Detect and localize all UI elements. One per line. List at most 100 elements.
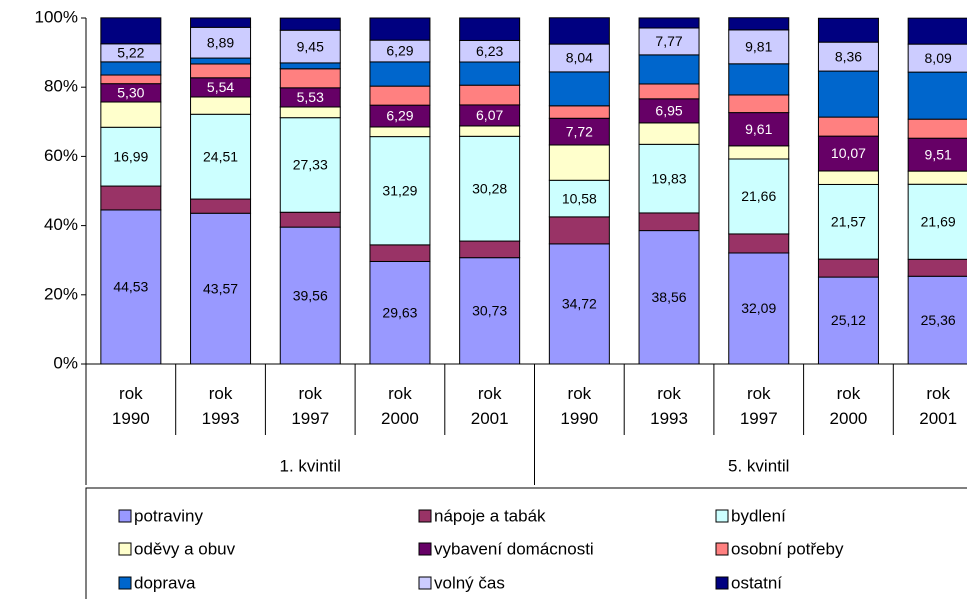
legend-label: volný čas <box>434 573 505 592</box>
bar-segment <box>548 71 610 107</box>
data-label: 19,83 <box>652 170 687 186</box>
bar-segment <box>907 183 967 260</box>
data-label: 32,09 <box>741 300 776 316</box>
bar-segment <box>907 71 967 120</box>
bar-segment <box>907 258 967 277</box>
data-label: 9,51 <box>925 146 952 162</box>
data-label: 34,72 <box>562 296 597 312</box>
bar-segment <box>548 216 610 245</box>
bar-segment <box>459 84 521 106</box>
bar-segment <box>100 185 162 211</box>
legend-swatch <box>715 509 729 523</box>
bar-segment <box>369 126 431 138</box>
x-tick-label: rok 1993 <box>202 384 240 428</box>
bar-segment <box>638 230 700 365</box>
bar-segment <box>907 170 967 185</box>
bar-segment <box>459 257 521 365</box>
bar-segment <box>907 17 967 45</box>
bar-segment <box>459 61 521 86</box>
y-tick-label: 40% <box>44 215 78 234</box>
bar-segment <box>100 209 162 365</box>
legend-label: doprava <box>134 573 196 592</box>
bar-segment <box>817 276 879 365</box>
data-label: 9,61 <box>745 121 772 137</box>
bar-segment <box>459 135 521 242</box>
group-label: 1. kvintil <box>280 456 341 475</box>
bar-segment <box>907 43 967 73</box>
bar-segment <box>190 113 252 200</box>
bar-segment <box>100 17 162 45</box>
bar-segment <box>279 68 341 89</box>
bar-segment <box>369 136 431 246</box>
data-label: 44,53 <box>113 279 148 295</box>
bar-segment <box>459 125 521 137</box>
x-tick-label: rok 1990 <box>560 384 598 428</box>
x-tick-label: rok 2001 <box>471 384 509 428</box>
bar-segment <box>638 143 700 214</box>
bar-segment <box>190 96 252 115</box>
bar-segment <box>279 226 341 365</box>
bar-segment <box>279 17 341 31</box>
data-label: 43,57 <box>203 280 238 296</box>
legend-swatch <box>418 542 432 556</box>
bar-segment <box>548 43 610 73</box>
bar-segment <box>190 63 252 79</box>
y-tick-label: 100% <box>35 7 78 26</box>
data-label: 5,30 <box>117 85 144 101</box>
legend-label: bydlení <box>731 506 786 525</box>
x-tick-label: rok 1993 <box>650 384 688 428</box>
bar-segment <box>100 101 162 128</box>
data-label: 6,23 <box>476 43 503 59</box>
x-tick-label: rok 2000 <box>830 384 868 428</box>
legend-swatch <box>118 576 132 590</box>
bar-segment <box>279 106 341 119</box>
legend-swatch <box>715 542 729 556</box>
data-label: 7,77 <box>655 33 682 49</box>
legend-label: ostatní <box>731 573 782 592</box>
data-label: 8,36 <box>835 48 862 64</box>
x-tick-label: rok 2000 <box>381 384 419 428</box>
legend-swatch <box>715 576 729 590</box>
legend-label: osobní potřeby <box>731 539 844 558</box>
bar-segment <box>817 258 879 278</box>
data-label: 5,54 <box>207 79 234 95</box>
data-label: 10,07 <box>831 145 866 161</box>
data-label: 30,73 <box>472 303 507 319</box>
data-label: 5,53 <box>297 89 324 105</box>
data-label: 24,51 <box>203 148 238 164</box>
y-tick-label: 0% <box>53 353 78 372</box>
bar-segment <box>279 29 341 64</box>
bar-segment <box>548 144 610 181</box>
data-label: 6,29 <box>386 108 413 124</box>
x-tick-label: rok 1997 <box>291 384 329 428</box>
legend-box <box>85 487 967 599</box>
bar-segment <box>638 122 700 145</box>
y-tick-label: 60% <box>44 146 78 165</box>
bar-segment <box>100 61 162 76</box>
group-label: 5. kvintil <box>728 456 789 475</box>
data-label: 38,56 <box>652 289 687 305</box>
bar-segment <box>369 260 431 365</box>
bar-segment <box>190 26 252 59</box>
data-label: 21,66 <box>741 188 776 204</box>
bar-segment <box>728 233 790 254</box>
bar-segment <box>459 17 521 41</box>
y-tick-label: 80% <box>44 77 78 96</box>
bar-segment <box>817 170 879 185</box>
bar-segment <box>817 17 879 43</box>
data-label: 9,81 <box>745 39 772 55</box>
legend-label: potraviny <box>134 506 203 525</box>
bar-segment <box>638 17 700 29</box>
bar-segment <box>817 70 879 118</box>
bar-segment <box>638 212 700 232</box>
bar-segment <box>907 118 967 139</box>
legend-swatch <box>118 509 132 523</box>
bar-segment <box>369 244 431 262</box>
data-label: 8,04 <box>566 50 593 66</box>
bar-segment <box>638 27 700 56</box>
bar-segment <box>728 17 790 31</box>
bar-segment <box>728 158 790 235</box>
bar-segment <box>638 83 700 100</box>
